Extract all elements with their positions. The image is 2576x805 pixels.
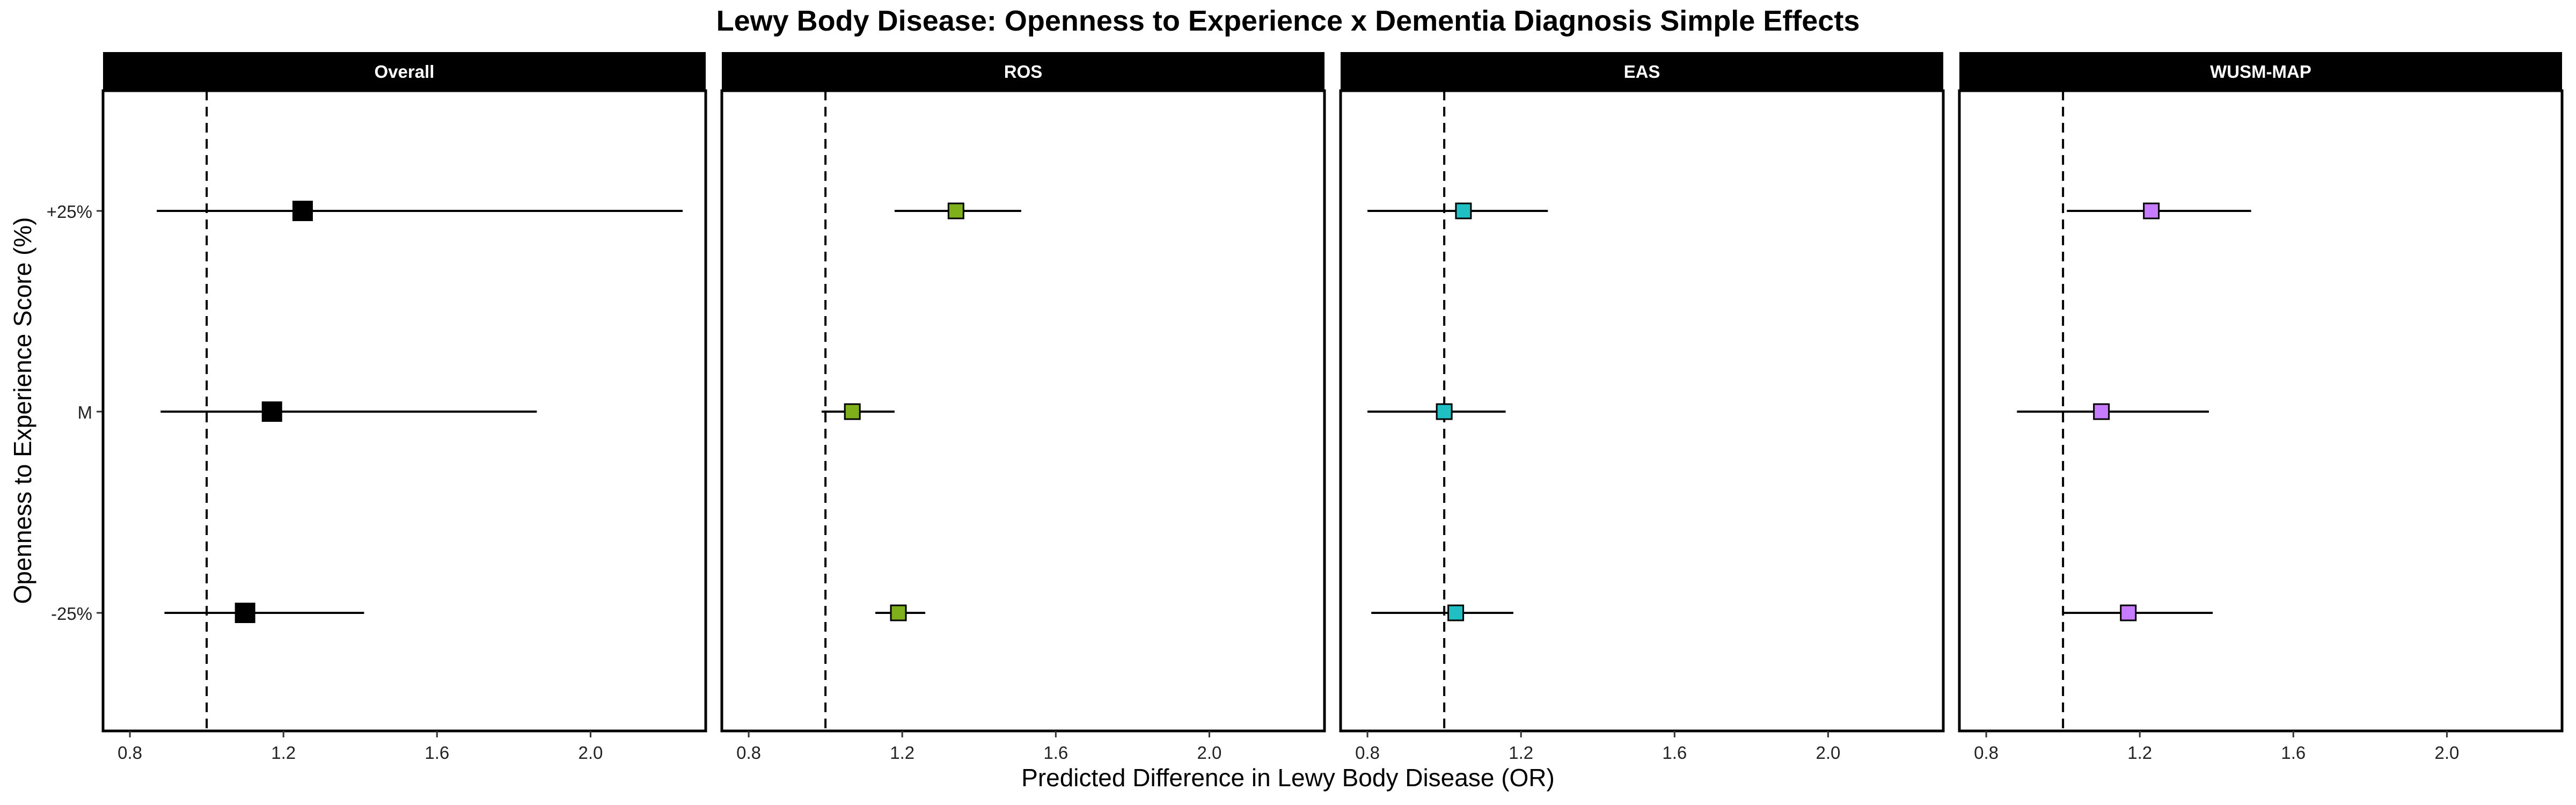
x-tick-label: 1.2	[1509, 743, 1533, 763]
panel-strip	[1341, 52, 1943, 91]
point-marker	[261, 401, 282, 422]
point-marker	[2093, 403, 2110, 420]
point-marker	[844, 403, 861, 420]
point-marker	[947, 202, 964, 219]
y-tick-label: +25%	[47, 202, 92, 222]
x-tick-label: 0.8	[1974, 743, 1999, 763]
x-tick-label: 1.2	[2127, 743, 2152, 763]
x-tick-label: 2.0	[1197, 743, 1221, 763]
panel-strip	[103, 52, 706, 91]
panel-border	[1958, 89, 2564, 733]
x-tick-label: 2.0	[1816, 743, 1840, 763]
panel-strip	[1959, 52, 2562, 91]
panel-border	[720, 89, 1326, 733]
panel-border	[1339, 89, 1945, 733]
point-marker	[2120, 604, 2137, 621]
panel-strip-label: EAS	[1624, 62, 1660, 82]
panel-strip	[722, 52, 1324, 91]
point-marker	[1436, 403, 1453, 420]
chart-title: Lewy Body Disease: Openness to Experienc…	[716, 5, 1860, 37]
x-tick-label: 1.2	[890, 743, 914, 763]
panel-strip-label: Overall	[375, 62, 435, 82]
y-tick-label: M	[78, 402, 93, 422]
y-tick-label: -25%	[51, 604, 92, 624]
x-tick-label: 0.8	[1355, 743, 1380, 763]
point-marker	[890, 604, 907, 621]
point-marker	[235, 603, 255, 623]
point-marker	[2143, 202, 2160, 219]
point-marker	[292, 201, 313, 221]
point-marker	[1455, 202, 1472, 219]
x-tick-label: 2.0	[578, 743, 603, 763]
x-tick-label: 1.2	[271, 743, 296, 763]
x-tick-label: 1.6	[1662, 743, 1687, 763]
x-tick-label: 1.6	[425, 743, 449, 763]
panel-border	[101, 89, 707, 733]
x-tick-label: 1.6	[1043, 743, 1068, 763]
x-tick-label: 2.0	[2434, 743, 2459, 763]
point-marker	[1447, 604, 1465, 621]
x-axis-label: Predicted Difference in Lewy Body Diseas…	[1021, 764, 1555, 792]
x-tick-label: 1.6	[2281, 743, 2306, 763]
panel-strip-label: ROS	[1004, 62, 1043, 82]
panel-strip-label: WUSM-MAP	[2210, 62, 2311, 82]
x-tick-label: 0.8	[118, 743, 142, 763]
x-tick-label: 0.8	[736, 743, 761, 763]
